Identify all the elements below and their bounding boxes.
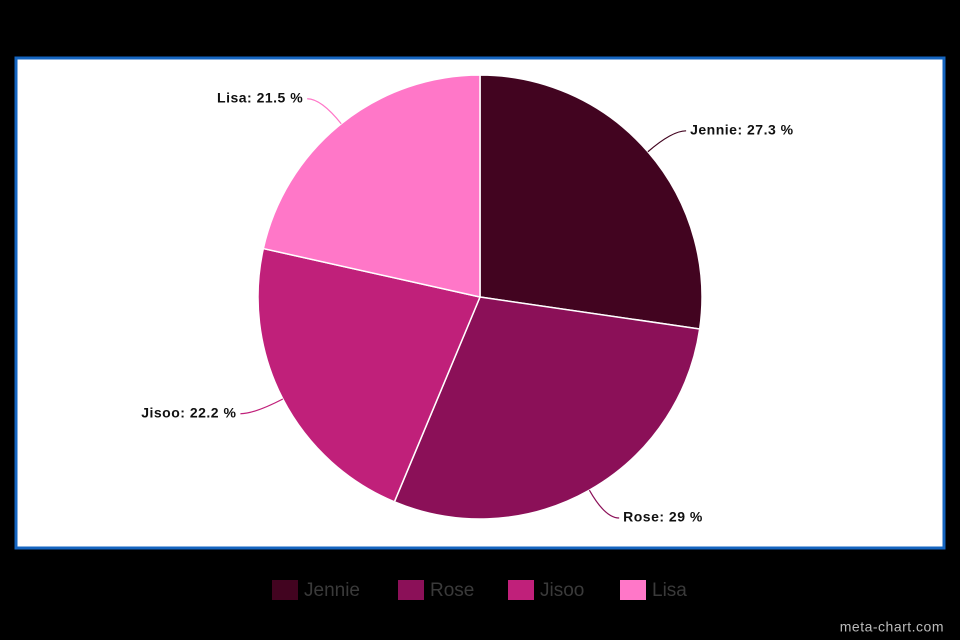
data-label: Jisoo: 22.2 %	[141, 404, 236, 420]
pie-slice	[257, 247, 482, 503]
data-label: Rose: 29 %	[623, 509, 703, 525]
legend-swatch	[508, 580, 534, 600]
legend-label: Jisoo	[540, 580, 584, 601]
pie-slice	[262, 74, 481, 298]
watermark: meta-chart.com	[840, 619, 944, 635]
data-label: Lisa: 21.5 %	[217, 89, 303, 105]
pie-slice	[479, 74, 703, 330]
legend-swatch	[272, 580, 298, 600]
leader-line	[307, 98, 342, 125]
leader-line	[240, 398, 284, 415]
legend-label: Lisa	[652, 580, 687, 601]
legend-swatch	[620, 580, 646, 600]
legend-label: Rose	[430, 580, 474, 601]
legend-label: Jennie	[304, 580, 360, 601]
legend-swatch	[398, 580, 424, 600]
pie-slice	[393, 296, 701, 520]
data-label: Jennie: 27.3 %	[690, 122, 794, 138]
leader-line	[647, 130, 687, 153]
leader-line	[588, 489, 620, 519]
